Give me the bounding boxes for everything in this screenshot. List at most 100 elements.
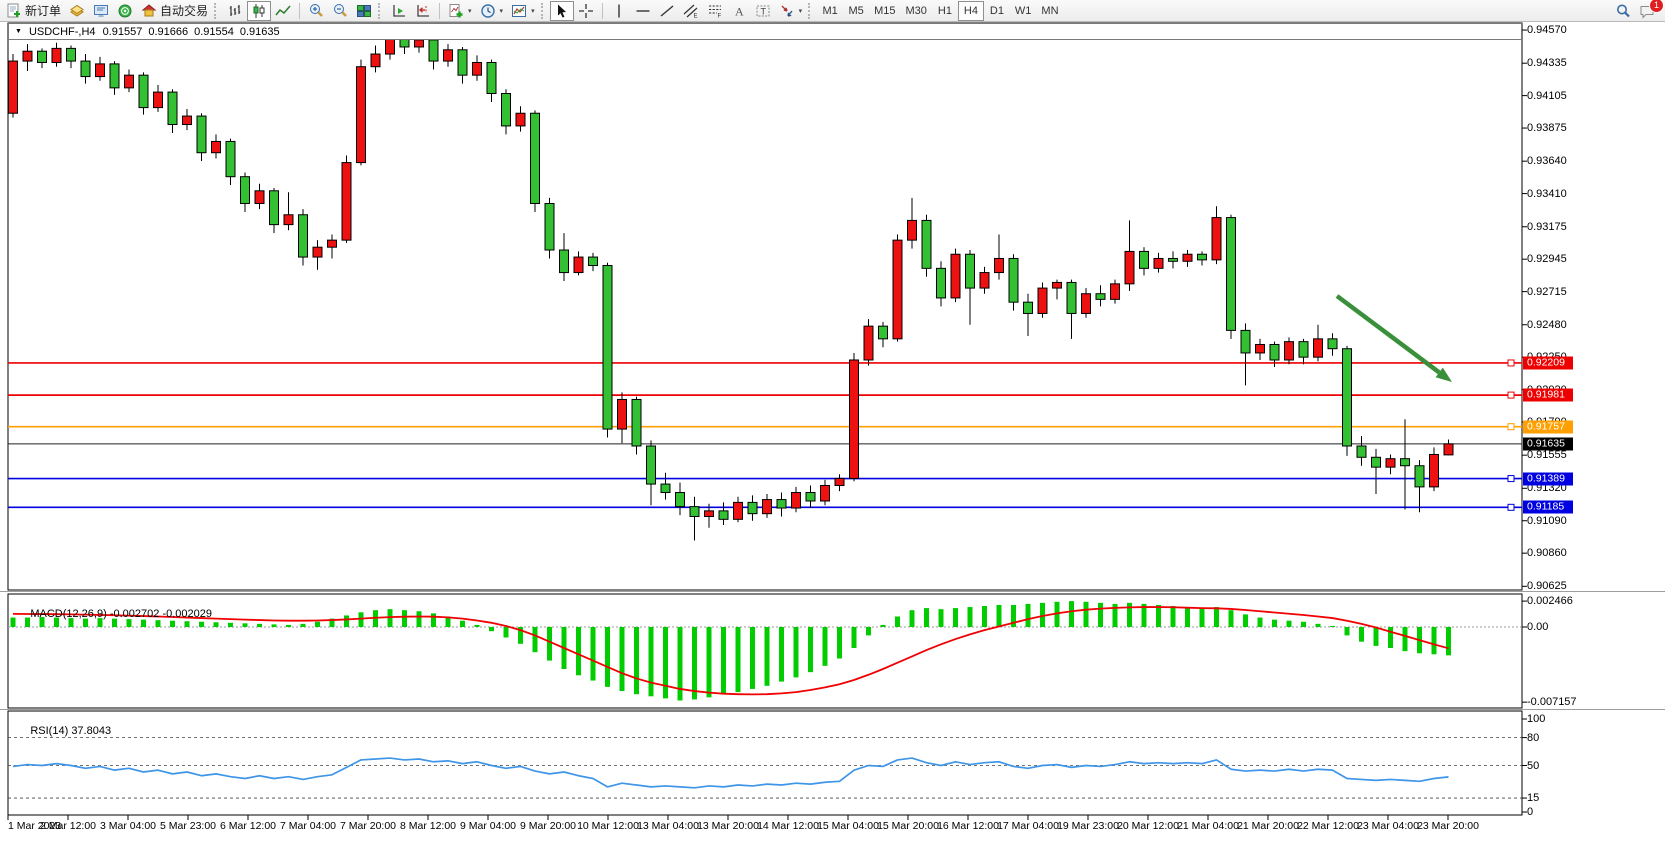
horizontal-line-icon [636, 9, 650, 12]
hline-handle[interactable] [1507, 503, 1515, 511]
trend-arrow-head[interactable] [1435, 367, 1452, 382]
notifications-button[interactable]: 1 [1635, 0, 1664, 21]
timeframe-button-M30[interactable]: M30 [901, 1, 932, 21]
candle-body [1429, 453, 1439, 488]
text-label-button[interactable]: T [751, 1, 775, 21]
timeframe-button-D1[interactable]: D1 [984, 1, 1010, 21]
macd-histogram-bar [1373, 627, 1379, 646]
candle-body [95, 63, 105, 78]
hline-handle[interactable] [1507, 475, 1515, 483]
new-order-label: 新订单 [25, 4, 62, 18]
macd-histogram-bar [25, 617, 30, 627]
templates-icon [512, 4, 527, 17]
macd-histogram-bar [764, 627, 770, 686]
chart-title-bar[interactable]: ▼ USDCHF-,H4 0.91557 0.91666 0.91554 0.9… [8, 23, 1522, 40]
bar-chart-button[interactable] [223, 1, 247, 21]
timeframe-button-H4[interactable]: H4 [957, 0, 984, 21]
hline-handle[interactable] [1507, 423, 1515, 431]
toolbar-grip[interactable] [540, 2, 546, 19]
macd-histogram-bar [1141, 603, 1147, 627]
timeframe-button-MN[interactable]: MN [1036, 1, 1063, 21]
candle-body [138, 74, 149, 109]
candle-body [747, 501, 758, 515]
timeframe-button-M1[interactable]: M1 [817, 1, 843, 21]
candle-body [22, 50, 33, 62]
zoom-in-button[interactable] [304, 1, 328, 21]
fibonacci-button[interactable]: F [703, 1, 727, 21]
hline-handle[interactable] [1507, 359, 1515, 367]
line-chart-button[interactable] [271, 1, 295, 21]
macd-histogram-bar [532, 627, 538, 653]
timeframe-button-W1[interactable]: W1 [1010, 1, 1037, 21]
candle-body [1037, 287, 1048, 314]
macd-histogram-bar [10, 617, 16, 627]
trendline-button[interactable] [655, 1, 679, 21]
timeframe-button-M5[interactable]: M5 [843, 1, 869, 21]
timeframe-button-M15[interactable]: M15 [869, 1, 900, 21]
candle-body [515, 112, 526, 127]
search-button[interactable] [1611, 1, 1635, 21]
candle-body [356, 66, 366, 164]
candlestick-chart-button[interactable] [247, 0, 272, 21]
macd-histogram-bar [619, 627, 625, 692]
candle-body [892, 239, 903, 340]
toolbar-separator [439, 2, 441, 19]
candle-body [109, 63, 120, 89]
candle-body [936, 267, 946, 299]
macd-histogram-bar [54, 617, 59, 627]
chart-shift-button[interactable] [411, 1, 435, 21]
macd-histogram-bar [1112, 603, 1118, 627]
macd-histogram-bar [648, 627, 654, 697]
candle-body [225, 140, 236, 178]
text-button[interactable]: A [727, 1, 751, 21]
candle-body [254, 190, 265, 204]
indicators-button[interactable]: ▾ [444, 1, 476, 21]
candle-body [965, 253, 975, 289]
signals-button[interactable] [113, 1, 137, 21]
timeframe-button-H1[interactable]: H1 [932, 1, 958, 21]
new-order-button[interactable]: 新订单 [2, 1, 65, 21]
zoom-out-button[interactable] [328, 1, 352, 21]
macd-histogram-bar [315, 621, 320, 627]
candlestick-chart-icon [253, 3, 265, 18]
terminal-icon [94, 4, 109, 17]
terminal-button[interactable] [89, 1, 113, 21]
toolbar-grip[interactable] [378, 2, 383, 19]
candle-body [1211, 217, 1222, 261]
market-depth-button[interactable] [65, 1, 89, 21]
new-order-icon [7, 3, 20, 17]
candle-body [631, 398, 642, 447]
cursor-button[interactable] [549, 0, 574, 21]
macd-histogram-bar [1228, 610, 1234, 627]
trend-arrow-line[interactable] [1335, 294, 1441, 375]
candle-body [240, 176, 250, 204]
hline-handle[interactable] [1507, 391, 1515, 399]
auto-scroll-button[interactable] [387, 1, 411, 21]
periods-button[interactable]: ▾ [476, 1, 508, 21]
candle-body [1197, 253, 1207, 261]
templates-button[interactable]: ▾ [507, 1, 539, 21]
crosshair-icon [578, 3, 593, 18]
toolbar-grip[interactable] [214, 2, 219, 19]
candle-body [486, 61, 497, 94]
toolbar-grip[interactable] [808, 2, 813, 19]
text-icon: A [735, 4, 744, 18]
collapse-triangle-icon[interactable]: ▼ [15, 28, 22, 35]
equidistant-channel-button[interactable]: E [679, 1, 703, 21]
candle-body [1023, 301, 1033, 314]
candle-body [1269, 343, 1280, 361]
candle-body [776, 499, 787, 509]
macd-histogram-bar [416, 611, 422, 627]
vertical-line-button[interactable] [607, 1, 631, 21]
horizontal-line-button[interactable] [631, 1, 655, 21]
macd-histogram-bar [967, 607, 973, 627]
arrows-button[interactable]: ▾ [775, 1, 807, 21]
trendline-icon [660, 4, 674, 17]
candle-body [167, 91, 178, 126]
autotrading-button[interactable]: 自动交易 [137, 1, 212, 21]
crosshair-button[interactable] [574, 1, 598, 21]
candle-body [530, 112, 540, 204]
tile-windows-button[interactable] [352, 1, 376, 21]
candle-body [1313, 338, 1323, 358]
